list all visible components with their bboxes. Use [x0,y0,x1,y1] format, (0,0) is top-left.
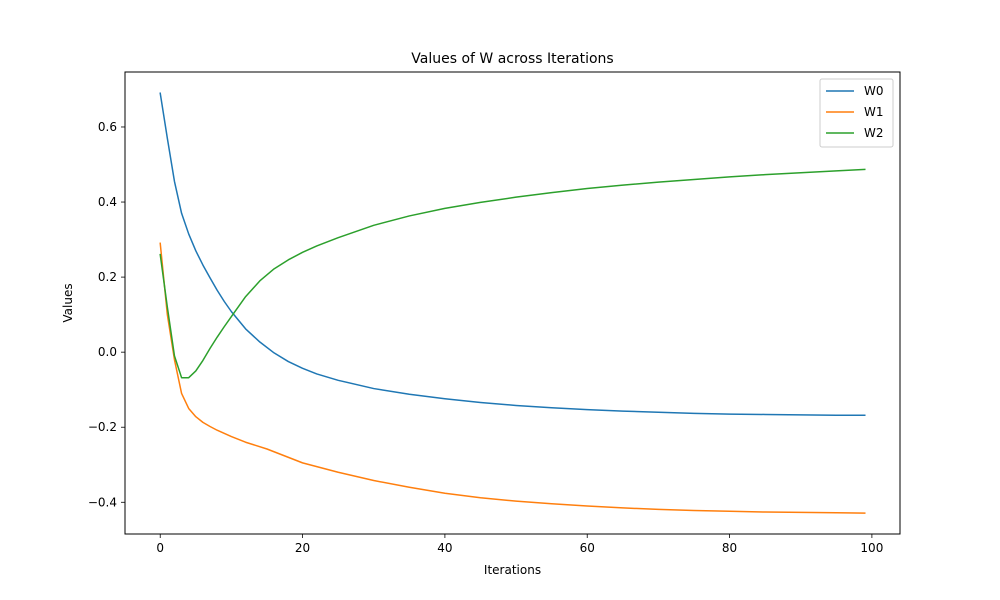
legend: W0 W1 W2 [819,78,894,148]
chart-title: Values of W across Iterations [411,51,613,67]
series-layer [159,92,866,514]
x-tick-label: 80 [722,541,737,555]
y-axis-ticks: −0.4 −0.2 0.0 0.2 0.4 0.6 [88,120,125,509]
x-axis-ticks: 0 20 40 60 80 100 [156,534,883,555]
x-tick-label: 20 [295,541,310,555]
plot-area [125,72,900,534]
y-tick-label: 0.4 [98,195,117,209]
y-tick-label: 0.6 [98,120,117,134]
series-line-w0 [159,92,866,416]
series-line-w2 [159,168,866,379]
legend-label-w1: W1 [864,105,884,119]
legend-label-w0: W0 [864,84,884,98]
x-axis-label: Iterations [484,563,541,577]
x-tick-label: 100 [860,541,883,555]
y-tick-label: −0.2 [88,420,117,434]
x-tick-label: 0 [156,541,164,555]
x-tick-label: 60 [580,541,595,555]
y-tick-label: 0.2 [98,270,117,284]
legend-label-w2: W2 [864,126,884,140]
legend-box [819,78,894,148]
x-tick-label: 40 [437,541,452,555]
y-axis-label: Values [61,283,75,322]
axes-frame [124,71,901,535]
legend-items: W0 W1 W2 [826,84,884,140]
y-tick-label: −0.4 [88,495,117,509]
series-line-w1 [159,242,866,514]
y-tick-label: 0.0 [98,345,117,359]
